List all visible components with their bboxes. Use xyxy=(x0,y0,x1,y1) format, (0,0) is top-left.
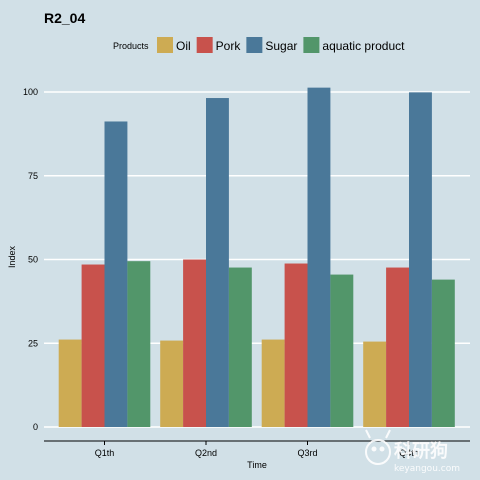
x-tick-label: Q2nd xyxy=(195,448,217,458)
legend-swatch xyxy=(196,37,213,53)
legend: Products Oil Pork Sugar aquatic product xyxy=(113,37,405,53)
bar-sugar-q4th xyxy=(409,92,432,428)
bar-pork-q3rd xyxy=(284,263,308,427)
legend-label: Pork xyxy=(216,39,242,53)
x-tick-label: Q3rd xyxy=(297,448,317,458)
y-tick-label: 25 xyxy=(28,338,38,348)
x-tick-label: Q4th xyxy=(399,448,419,458)
bar-aquatic-product-q3rd xyxy=(330,274,354,427)
legend-label: aquatic product xyxy=(322,39,405,53)
y-tick-label: 0 xyxy=(33,422,38,432)
watermark: 科研狗 keyangou.com xyxy=(365,429,460,474)
y-axis-ticks: 0 25 50 75 100 xyxy=(23,87,38,432)
legend-label: Sugar xyxy=(265,39,297,53)
bar-oil-q1th xyxy=(58,339,82,427)
bar-pork-q4th xyxy=(386,267,409,427)
bar-sugar-q1th xyxy=(104,121,128,427)
bar-aquatic-product-q1th xyxy=(127,261,151,427)
watermark-text: 科研狗 xyxy=(394,440,448,462)
dog-logo-icon xyxy=(365,429,391,465)
bar-sugar-q2nd xyxy=(206,98,229,427)
legend-swatch xyxy=(246,37,263,53)
y-tick-label: 75 xyxy=(28,171,38,181)
legend-swatch xyxy=(303,37,320,53)
y-tick-label: 100 xyxy=(23,87,38,97)
x-tick-label: Q1th xyxy=(95,448,115,458)
x-axis-ticks: Q1th Q2nd Q3rd Q4th xyxy=(95,441,419,458)
bar-pork-q1th xyxy=(81,264,105,427)
legend-title: Products xyxy=(113,41,149,51)
legend-swatch xyxy=(157,37,173,53)
y-tick-label: 50 xyxy=(28,255,38,265)
bar-pork-q2nd xyxy=(183,259,206,427)
y-axis-title: Index xyxy=(7,245,17,268)
x-axis-title: Time xyxy=(247,460,267,470)
legend-label: Oil xyxy=(176,39,191,53)
bar-oil-q4th xyxy=(363,341,387,427)
bars xyxy=(58,87,455,428)
bar-sugar-q3rd xyxy=(307,87,331,428)
bar-oil-q2nd xyxy=(160,340,184,427)
bar-aquatic-product-q4th xyxy=(431,279,455,427)
bar-aquatic-product-q2nd xyxy=(228,267,252,427)
bar-oil-q3rd xyxy=(261,339,285,427)
watermark-url: keyangou.com xyxy=(394,464,460,474)
chart-title: R2_04 xyxy=(44,10,85,26)
